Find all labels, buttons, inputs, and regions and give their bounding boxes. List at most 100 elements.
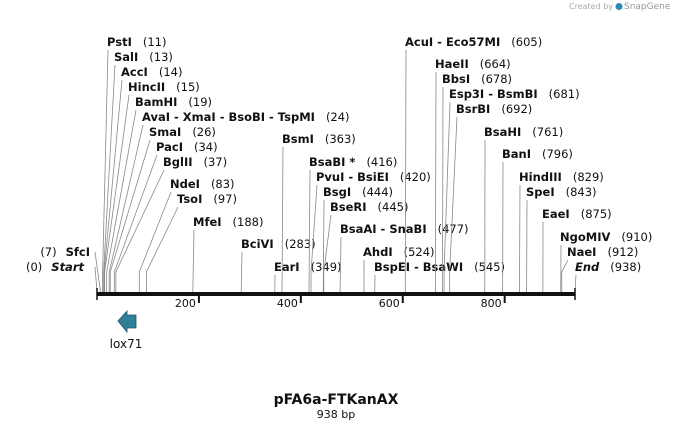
feature-arrow: [117, 309, 137, 334]
site-name: BseRI: [330, 200, 367, 214]
site-label: EarI (349): [274, 260, 342, 274]
site-position: (875): [581, 207, 612, 221]
scale-label: 800: [481, 297, 502, 310]
site-label: SpeI (843): [526, 185, 597, 199]
site-line: [103, 79, 123, 292]
scale-label: 400: [277, 297, 298, 310]
site-position: (692): [501, 102, 532, 116]
site-position: (0): [26, 260, 42, 274]
site-label: BsrBI (692): [456, 102, 532, 116]
site-name: End: [575, 260, 600, 274]
site-position: (761): [532, 125, 563, 139]
site-name: AhdI: [363, 245, 393, 259]
site-label: BamHI (19): [135, 95, 212, 109]
site-line: [102, 49, 109, 292]
backbone: [97, 292, 575, 296]
site-label: (7) SfcI: [40, 245, 90, 259]
site-label: BspEI - BsaWI (545): [374, 260, 505, 274]
site-label: BglII (37): [163, 155, 227, 169]
site-name: Start: [51, 260, 84, 274]
site-position: (910): [621, 230, 652, 244]
logo: [615, 3, 623, 10]
site-position: (912): [607, 245, 638, 259]
site-line: [339, 236, 342, 293]
site-position: (843): [566, 185, 597, 199]
site-label: NdeI (83): [170, 177, 235, 191]
site-name: EarI: [274, 260, 300, 274]
site-label: SmaI (26): [149, 125, 216, 139]
site-position: (14): [159, 65, 183, 79]
feature-label: lox71: [110, 337, 143, 351]
site-label: BsaAI - SnaBI (477): [340, 222, 469, 236]
site-name: MfeI: [193, 215, 222, 229]
site-line: [115, 169, 165, 292]
map-title: pFA6a-FTKanAX: [274, 392, 399, 408]
site-line: [138, 191, 172, 292]
site-name: HindIII: [519, 170, 562, 184]
site-line: [434, 71, 437, 293]
site-position: (349): [311, 260, 342, 274]
site-name: BspEI - BsaWI: [374, 260, 463, 274]
site-label: Esp3I - BsmBI (681): [449, 87, 580, 101]
site-label: PstI (11): [107, 35, 166, 49]
site-position: (524): [404, 245, 435, 259]
site-label: AccI (14): [121, 65, 182, 79]
site-position: (681): [549, 87, 580, 101]
site-name: SalI: [114, 50, 138, 64]
site-name: BsaAI - SnaBI: [340, 222, 427, 236]
site-name: NdeI: [170, 177, 200, 191]
site-name: SmaI: [149, 125, 181, 139]
site-line: [240, 251, 243, 293]
site-name: BglII: [163, 155, 193, 169]
brand: SnapGene: [624, 2, 671, 12]
site-line: [106, 109, 137, 292]
site-label: BseRI (445): [330, 200, 408, 214]
site-label: BsgI (444): [323, 185, 393, 199]
site-name: PstI: [107, 35, 132, 49]
site-position: (7): [40, 245, 56, 259]
site-line: [109, 139, 151, 292]
site-name: BsmI: [282, 132, 314, 146]
credit: Created by: [569, 2, 613, 11]
site-label: BsaBI * (416): [309, 155, 397, 169]
site-name: BamHI: [135, 95, 177, 109]
site-label: BbsI (678): [442, 72, 512, 86]
site-label: SalI (13): [114, 50, 173, 64]
site-name: BbsI: [442, 72, 470, 86]
site-line: [281, 146, 284, 293]
site-position: (416): [366, 155, 397, 169]
site-position: (678): [481, 72, 512, 86]
site-position: (545): [474, 260, 505, 274]
site-position: (420): [400, 170, 431, 184]
site-line: [94, 251, 101, 293]
site-name: AvaI - XmaI - BsoBI - TspMI: [142, 110, 315, 124]
site-position: (97): [213, 192, 237, 206]
site-name: BsrBI: [456, 102, 490, 116]
site-position: (363): [325, 132, 356, 146]
site-position: (283): [285, 237, 316, 251]
site-position: (15): [176, 80, 200, 94]
site-position: (26): [192, 125, 216, 139]
site-line: [323, 214, 332, 292]
site-line: [519, 184, 521, 293]
site-name: PvuI - BsiEI: [316, 170, 389, 184]
site-label: BciVI (283): [241, 237, 316, 251]
site-name: BsaBI *: [309, 155, 355, 169]
site-name: PacI: [156, 140, 183, 154]
scale-label: 600: [379, 297, 400, 310]
site-position: (13): [149, 50, 173, 64]
site-label: AvaI - XmaI - BsoBI - TspMI (24): [142, 110, 350, 124]
site-label: AcuI - Eco57MI (605): [405, 35, 542, 49]
scale-label: 200: [175, 297, 196, 310]
site-position: (34): [194, 140, 218, 154]
site-name: Esp3I - BsmBI: [449, 87, 538, 101]
site-name: HincII: [128, 80, 165, 94]
site-label: BsmI (363): [282, 132, 356, 146]
site-line: [108, 124, 144, 292]
site-position: (188): [233, 215, 264, 229]
site-position: (37): [204, 155, 228, 169]
site-line: [146, 206, 179, 292]
site-name: BciVI: [241, 237, 274, 251]
